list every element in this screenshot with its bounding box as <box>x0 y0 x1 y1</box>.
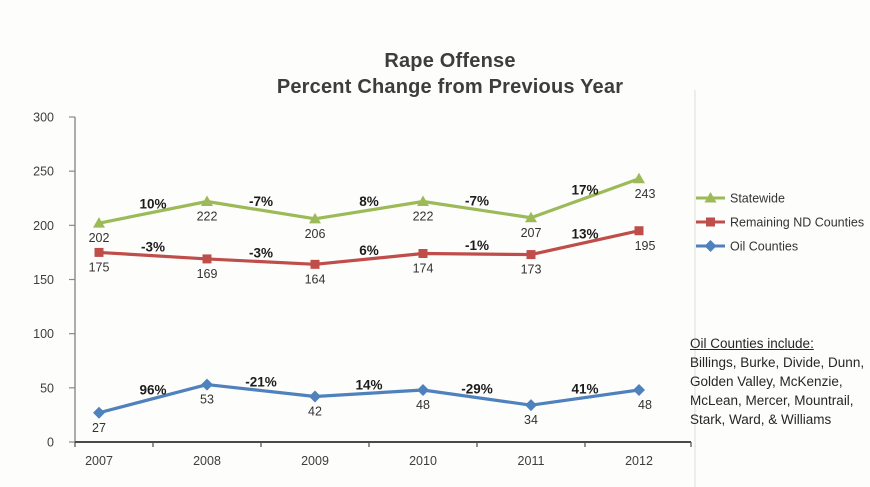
legend-label: Oil Counties <box>730 240 798 254</box>
pct-change-label: 17% <box>571 182 598 197</box>
chart-title-line2: Percent Change from Previous Year <box>276 76 624 98</box>
legend-item-oil-counties: Oil Counties <box>696 240 798 254</box>
data-point-marker <box>418 249 428 258</box>
pct-change-label: -3% <box>249 246 273 261</box>
value-label: 173 <box>521 263 542 277</box>
oil-counties-note-title: Oil Counties include: <box>690 336 814 351</box>
pct-change-label: 14% <box>355 377 382 392</box>
legend-marker <box>706 217 715 227</box>
legend-marker <box>704 192 717 203</box>
oil-counties-note-line: Stark, Ward, & Williams <box>690 412 832 427</box>
value-label: 222 <box>197 210 218 224</box>
legend-marker <box>704 240 717 252</box>
x-axis-tick-label: 2010 <box>409 454 437 468</box>
oil-counties-note: Oil Counties include: Billings, Burke, D… <box>690 334 870 429</box>
data-point-marker <box>633 172 645 184</box>
pct-change-label: 8% <box>359 194 379 209</box>
data-point-marker <box>309 212 321 224</box>
data-point-marker <box>201 378 213 391</box>
legend-item-remaining-nd-counties: Remaining ND Counties <box>696 216 864 230</box>
value-label: 164 <box>305 272 326 286</box>
x-axis-tick-label: 2009 <box>301 454 329 468</box>
pct-change-label: -1% <box>465 238 489 253</box>
y-axis-tick-label: 50 <box>40 381 54 395</box>
data-point-marker <box>417 384 429 396</box>
pct-change-label: 10% <box>139 196 166 211</box>
pct-change-label: -29% <box>461 382 493 397</box>
data-point-marker <box>93 406 105 419</box>
series-line <box>97 382 641 415</box>
legend-item-statewide: Statewide <box>696 192 785 206</box>
oil-counties-note-line: Billings, Burke, Divide, Dunn, <box>690 355 865 370</box>
scan-artifact-line <box>694 90 696 487</box>
pct-change-label: -21% <box>245 375 277 390</box>
data-point-marker <box>417 195 429 206</box>
pct-change-label: 6% <box>359 243 379 258</box>
data-point-marker <box>633 384 645 396</box>
y-axis-tick-label: 150 <box>33 273 54 287</box>
pct-change-label: -7% <box>465 194 489 209</box>
value-label: 169 <box>197 267 218 281</box>
x-axis-tick-label: 2011 <box>518 454 545 468</box>
oil-counties-note-line: Golden Valley, McKenzie, <box>690 374 843 389</box>
data-point-marker <box>309 390 321 403</box>
value-label: 34 <box>524 413 538 427</box>
value-label: 27 <box>92 421 106 435</box>
value-label: 42 <box>308 405 322 419</box>
pct-change-label: -3% <box>141 240 165 255</box>
series-statewide: 202 222 206 222 207 243 10% -7% 8% -7% 17% <box>89 172 656 245</box>
x-axis-tick-label: 2007 <box>85 454 113 468</box>
chart-title: Rape Offense Percent Change from Previou… <box>130 48 770 100</box>
legend-label: Statewide <box>730 192 785 206</box>
legend: Statewide Remaining ND Counties Oil Counti… <box>696 192 864 254</box>
value-label: 202 <box>89 231 110 245</box>
value-label: 48 <box>416 398 430 412</box>
series-remaining-nd-counties: 175 169 164 174 173 195 -3% -3% 6% -1% 13% <box>89 226 656 286</box>
data-point-marker <box>202 254 212 264</box>
y-axis-tick-label: 300 <box>33 111 54 125</box>
x-axis-tick-label: 2008 <box>193 454 221 468</box>
value-label: 48 <box>638 398 652 412</box>
pct-change-label: 96% <box>139 383 166 398</box>
oil-counties-note-line: McLean, Mercer, Mountrail, <box>690 393 854 408</box>
data-point-marker <box>525 211 537 223</box>
legend-label: Remaining ND Counties <box>730 216 864 230</box>
value-label: 174 <box>413 262 434 276</box>
data-point-marker <box>634 226 644 236</box>
series-line <box>97 229 641 266</box>
y-axis-tick-label: 200 <box>33 219 54 233</box>
data-point-marker <box>526 250 536 260</box>
value-label: 243 <box>635 187 656 201</box>
series-oil-counties: 27 53 42 48 34 48 96% -21% 14% -29% 41% <box>92 375 652 435</box>
pct-change-label: -7% <box>249 194 273 209</box>
pct-change-label: 13% <box>571 227 598 242</box>
value-label: 207 <box>521 226 542 240</box>
chart-title-line1: Rape Offense <box>384 50 516 72</box>
y-axis-tick-label: 0 <box>47 436 54 450</box>
data-point-marker <box>94 247 104 257</box>
data-point-marker <box>201 195 213 206</box>
value-label: 175 <box>89 260 110 274</box>
value-label: 206 <box>305 227 326 241</box>
y-axis-tick-label: 100 <box>33 327 54 341</box>
pct-change-label: 41% <box>571 382 598 397</box>
data-point-marker <box>310 259 320 269</box>
data-point-marker <box>525 399 537 412</box>
value-label: 195 <box>635 239 656 253</box>
x-axis-tick-label: 2012 <box>625 454 653 468</box>
value-label: 222 <box>413 210 434 224</box>
value-label: 53 <box>200 393 214 407</box>
axes: 0 50 100 150 200 250 300 2007 2008 2009 2010 2011 20… <box>33 111 692 468</box>
y-axis-tick-label: 250 <box>33 165 54 179</box>
data-point-marker <box>93 217 105 228</box>
series-line <box>97 177 641 225</box>
